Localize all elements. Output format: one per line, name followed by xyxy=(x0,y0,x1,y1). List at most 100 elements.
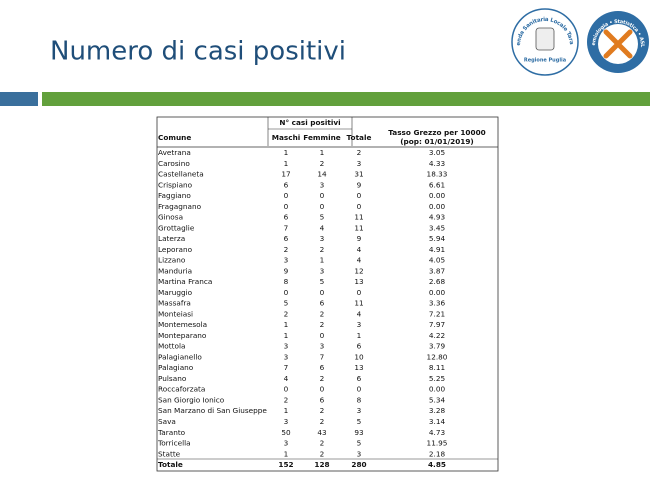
table-cell: Carosino xyxy=(158,159,190,168)
column-header: Maschi xyxy=(272,133,301,142)
table-cell: 0 xyxy=(284,288,289,297)
table-cell: 2 xyxy=(284,395,289,404)
accent-bar xyxy=(0,92,38,106)
table-cell: 6 xyxy=(284,213,289,222)
table-cell: 1 xyxy=(284,449,289,458)
table-cell: 0 xyxy=(357,385,362,394)
table-cell: 93 xyxy=(354,428,364,437)
table-cell: 12.80 xyxy=(427,352,448,361)
table-cell: 1 xyxy=(284,331,289,340)
column-header: Totale xyxy=(347,133,372,142)
table-cell: 1 xyxy=(284,159,289,168)
table-cell: Taranto xyxy=(157,428,186,437)
table-cell: 7 xyxy=(284,223,289,232)
table-cell: 0.00 xyxy=(429,288,446,297)
table-cell: 0.00 xyxy=(429,385,446,394)
table-cell: Montemesola xyxy=(158,320,207,329)
table-cell: 5 xyxy=(357,417,362,426)
table-cell: 2 xyxy=(284,309,289,318)
table-cell: 3 xyxy=(357,449,362,458)
table-cell: 11 xyxy=(354,223,363,232)
table-cell: 4.73 xyxy=(429,428,446,437)
table-cell: Monteparano xyxy=(158,331,207,340)
table-cell: 3 xyxy=(357,320,362,329)
table-cell: 3 xyxy=(320,180,325,189)
table-cell: 0 xyxy=(320,202,325,211)
column-header: Tasso Grezzo per 10000 xyxy=(388,128,485,137)
table-cell: Crispiano xyxy=(158,180,193,189)
table-cell: 6 xyxy=(357,374,362,383)
table: N° casi positivi xyxy=(156,116,499,472)
table-cell: 8.11 xyxy=(429,363,445,372)
table-cell: Statte xyxy=(158,449,181,458)
table-cell: 43 xyxy=(317,428,327,437)
table-cell: 6 xyxy=(320,299,325,308)
table-cell: 18.33 xyxy=(427,170,448,179)
column-header: Comune xyxy=(158,133,191,142)
table-cell: 8 xyxy=(357,395,362,404)
table-cell: 0 xyxy=(357,191,362,200)
table-cell: 9 xyxy=(284,266,289,275)
table-cell: Martina Franca xyxy=(158,277,212,286)
slide-title: Numero di casi positivi xyxy=(50,37,346,67)
total-cell: 128 xyxy=(314,460,329,469)
table-cell: 1 xyxy=(320,256,325,265)
table-cell: 3.79 xyxy=(429,342,446,351)
table-cell: 9 xyxy=(357,234,362,243)
table-cell: 4.91 xyxy=(429,245,445,254)
table-cell: 6.61 xyxy=(429,180,445,189)
table-cell: Massafra xyxy=(158,299,191,308)
table-cell: 2 xyxy=(320,320,325,329)
table-cell: 0 xyxy=(320,385,325,394)
table-cell: Fragagnano xyxy=(158,202,202,211)
total-cell: 152 xyxy=(278,460,293,469)
table-cell: 6 xyxy=(357,342,362,351)
table-cell: 6 xyxy=(320,395,325,404)
table-cell: 9 xyxy=(357,180,362,189)
table-cell: San Giorgio Ionico xyxy=(158,395,225,404)
column-header: (pop: 01/01/2019) xyxy=(400,137,474,146)
table-cell: Lizzano xyxy=(158,256,186,265)
table-cell: 0 xyxy=(357,202,362,211)
table-cell: Monteiasi xyxy=(158,309,193,318)
table-cell: 7.97 xyxy=(429,320,446,329)
table-cell: 1 xyxy=(284,320,289,329)
table-cell: 3 xyxy=(284,439,289,448)
table-cell: 0 xyxy=(320,288,325,297)
table-cell: 2 xyxy=(320,417,325,426)
table-cell: 11 xyxy=(354,213,363,222)
table-cell: 4.22 xyxy=(429,331,445,340)
table-cell: 6 xyxy=(284,180,289,189)
table-cell: 0 xyxy=(320,331,325,340)
table-cell: 2 xyxy=(320,449,325,458)
table-cell: Palagianello xyxy=(158,352,202,361)
table-cell: 14 xyxy=(317,170,327,179)
table-cell: Pulsano xyxy=(158,374,187,383)
table-cell: 50 xyxy=(281,428,291,437)
table-cell: San Marzano di San Giuseppe xyxy=(158,406,267,415)
table-cell: 3 xyxy=(357,406,362,415)
table-cell: 3.36 xyxy=(429,299,446,308)
total-cell: 280 xyxy=(351,460,366,469)
table-cell: 3 xyxy=(284,256,289,265)
table-cell: 3.14 xyxy=(429,417,446,426)
table-cell: Mottola xyxy=(158,342,185,351)
table-cell: 0 xyxy=(284,191,289,200)
table-cell: 4 xyxy=(357,309,362,318)
table-cell: 4 xyxy=(357,256,362,265)
table-cell: 0 xyxy=(320,191,325,200)
logo-label: Regione Puglia xyxy=(524,58,566,64)
table-cell: 2 xyxy=(357,148,362,157)
table-cell: 5.25 xyxy=(429,374,445,383)
table-cell: 3 xyxy=(357,159,362,168)
table-cell: 2.68 xyxy=(429,277,446,286)
table-cell: 0 xyxy=(284,202,289,211)
table-cell: 12 xyxy=(354,266,363,275)
accent-bar xyxy=(42,92,650,106)
table-cell: 11 xyxy=(354,299,363,308)
table-cell: 6 xyxy=(284,234,289,243)
table-cell: 5.34 xyxy=(429,395,446,404)
table-cell: 2.18 xyxy=(429,449,446,458)
table-cell: 3.28 xyxy=(429,406,446,415)
